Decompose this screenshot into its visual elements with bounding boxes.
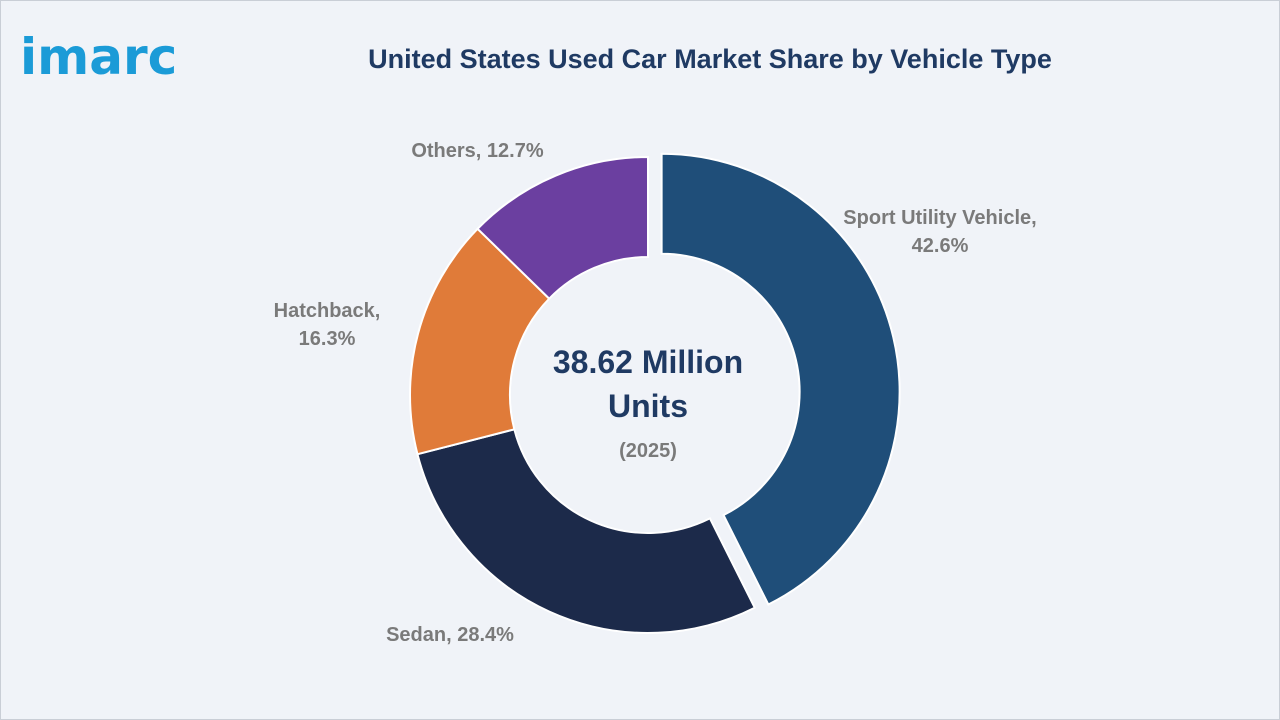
center-year: (2025) [619, 440, 677, 462]
slice-sedan [416, 428, 757, 634]
slice-label-others: Others, 12.7% [411, 140, 544, 162]
slice-label-sport-utility-vehicle: Sport Utility Vehicle, 42.6% [843, 207, 1037, 257]
donut-hole [511, 258, 785, 532]
imarc-logo: imarc [20, 28, 177, 86]
chart-title: United States Used Car Market Share by V… [368, 44, 1052, 74]
center-value: 38.62 Million Units [552, 344, 744, 424]
slice-sport-utility-vehicle [660, 152, 901, 606]
slice-others [476, 155, 649, 301]
slice-label-hatchback: Hatchback, 16.3% [273, 300, 381, 350]
slice-label-sedan: Sedan, 28.4% [386, 624, 514, 646]
center-label: 38.62 Million Units (2025) [548, 340, 748, 463]
logo-text: imarc [20, 28, 177, 86]
